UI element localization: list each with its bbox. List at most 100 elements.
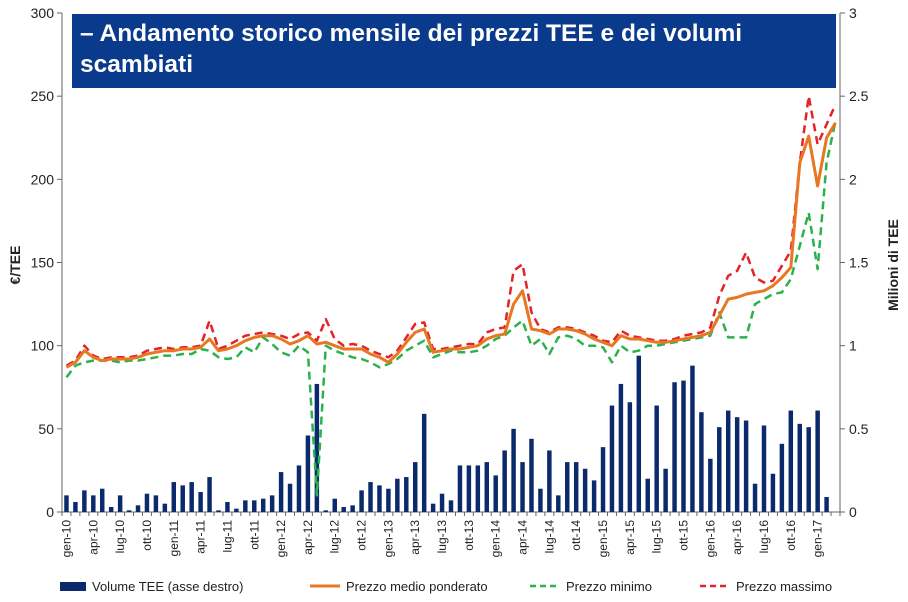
volume-bar (806, 427, 811, 512)
volume-bar (421, 413, 427, 512)
volume-bar (475, 465, 481, 512)
volume-bar (582, 468, 588, 512)
volume-bar (350, 505, 355, 512)
volume-bar (430, 503, 436, 512)
y-tick-label-left: 200 (31, 171, 55, 187)
y-tick-label-left: 0 (46, 504, 54, 520)
x-tick-label: gen-13 (381, 520, 395, 558)
volume-bar (269, 495, 275, 512)
volume-bar (761, 425, 767, 512)
volume-bar (529, 438, 534, 512)
volume-bar (305, 435, 311, 512)
x-tick-label: ott-15 (677, 520, 691, 551)
volume-bar (547, 450, 552, 512)
volume-bar (538, 488, 543, 512)
volume-bar (368, 482, 373, 512)
volume-bar (412, 462, 418, 512)
volume-bar (717, 427, 722, 512)
volume-bar (135, 505, 141, 512)
volume-bar (457, 465, 463, 512)
volume-bar (663, 468, 668, 512)
x-tick-label: apr-16 (730, 520, 744, 555)
volume-bar (448, 500, 454, 512)
volume-bar (752, 483, 758, 512)
volume-bar (565, 462, 570, 512)
x-tick-label: lug-12 (328, 520, 342, 554)
x-tick-label: lug-15 (650, 520, 664, 554)
chart-title: – Andamento storico mensile dei prezzi T… (80, 20, 743, 78)
volume-bar (699, 412, 704, 512)
legend: Volume TEE (asse destro) Prezzo medio pon… (60, 579, 832, 594)
volume-bar (117, 495, 123, 512)
line-prezzo-minimo (65, 120, 837, 497)
x-tick-label: ott-11 (247, 520, 261, 550)
volume-bar (690, 365, 695, 512)
volume-bar (180, 485, 185, 512)
volume-bar (502, 450, 507, 512)
x-tick-label: lug-13 (435, 520, 449, 554)
volume-bar (645, 478, 650, 512)
volume-bar (672, 382, 677, 512)
volume-bar (636, 355, 642, 512)
volume-bar (386, 488, 391, 512)
volume-bar (493, 475, 498, 512)
x-tick-label: apr-12 (301, 520, 315, 555)
volume-bar (609, 405, 615, 512)
volume-bar (171, 482, 177, 512)
volume-bar (681, 380, 686, 512)
x-tick-label: ott-13 (462, 520, 476, 551)
y-axis-label-right: Milioni di TEE (885, 219, 901, 311)
volume-bar (484, 462, 490, 512)
volume-bar (734, 417, 740, 512)
y-axis-label-left: €/TEE (7, 246, 23, 285)
x-tick-label: apr-15 (623, 520, 637, 555)
volume-bar (82, 490, 87, 512)
y-tick-label-left: 250 (31, 88, 55, 104)
volume-bar (216, 510, 221, 512)
volume-bar (815, 410, 820, 512)
y-tick-label-right: 2 (849, 171, 857, 187)
volume-bar (725, 410, 731, 512)
legend-label: Prezzo minimo (566, 579, 652, 594)
y-tick-label-left: 50 (38, 421, 54, 437)
volume-bar (573, 462, 579, 512)
x-tick-label: ott-16 (784, 520, 798, 551)
volume-bar (743, 420, 749, 512)
volume-bar (323, 510, 329, 512)
volume-bar (296, 465, 302, 512)
y-tick-label-right: 0 (849, 504, 857, 520)
volume-bar (314, 383, 320, 512)
volume-bar (73, 502, 78, 512)
x-tick-label: lug-16 (757, 520, 771, 554)
y-tick-label-right: 0.5 (849, 421, 869, 437)
y-tick-label-right: 1.5 (849, 255, 869, 271)
y-tick-label-left: 100 (31, 338, 55, 354)
volume-bar (234, 508, 239, 512)
volume-bar (144, 493, 150, 512)
x-tick-label: apr-10 (86, 520, 100, 555)
line-prezzo-medio-ponderato (65, 122, 837, 369)
y-tick-label-left: 300 (31, 5, 55, 21)
legend-label: Prezzo medio ponderato (346, 579, 488, 594)
y-tick-label-right: 3 (849, 5, 857, 21)
volume-bar (198, 492, 203, 512)
x-tick-label: ott-10 (140, 520, 154, 551)
volume-bar (162, 503, 168, 512)
volume-bar (788, 410, 794, 512)
volume-bar (395, 478, 400, 512)
x-tick-label: gen-11 (167, 520, 181, 557)
volume-bar (654, 405, 659, 512)
x-tick-label: gen-15 (596, 520, 610, 558)
volume-bar (556, 495, 561, 512)
price-lines (65, 94, 837, 497)
volume-bars (64, 355, 829, 512)
x-tick-label: lug-14 (542, 520, 556, 554)
volume-bar (252, 500, 257, 512)
legend-swatch (60, 582, 86, 591)
volume-bar (770, 473, 776, 512)
volume-bar (332, 498, 337, 512)
x-tick-label: ott-14 (569, 520, 583, 551)
x-tick-label: apr-13 (408, 520, 422, 555)
x-tick-label: lug-11 (220, 520, 234, 553)
